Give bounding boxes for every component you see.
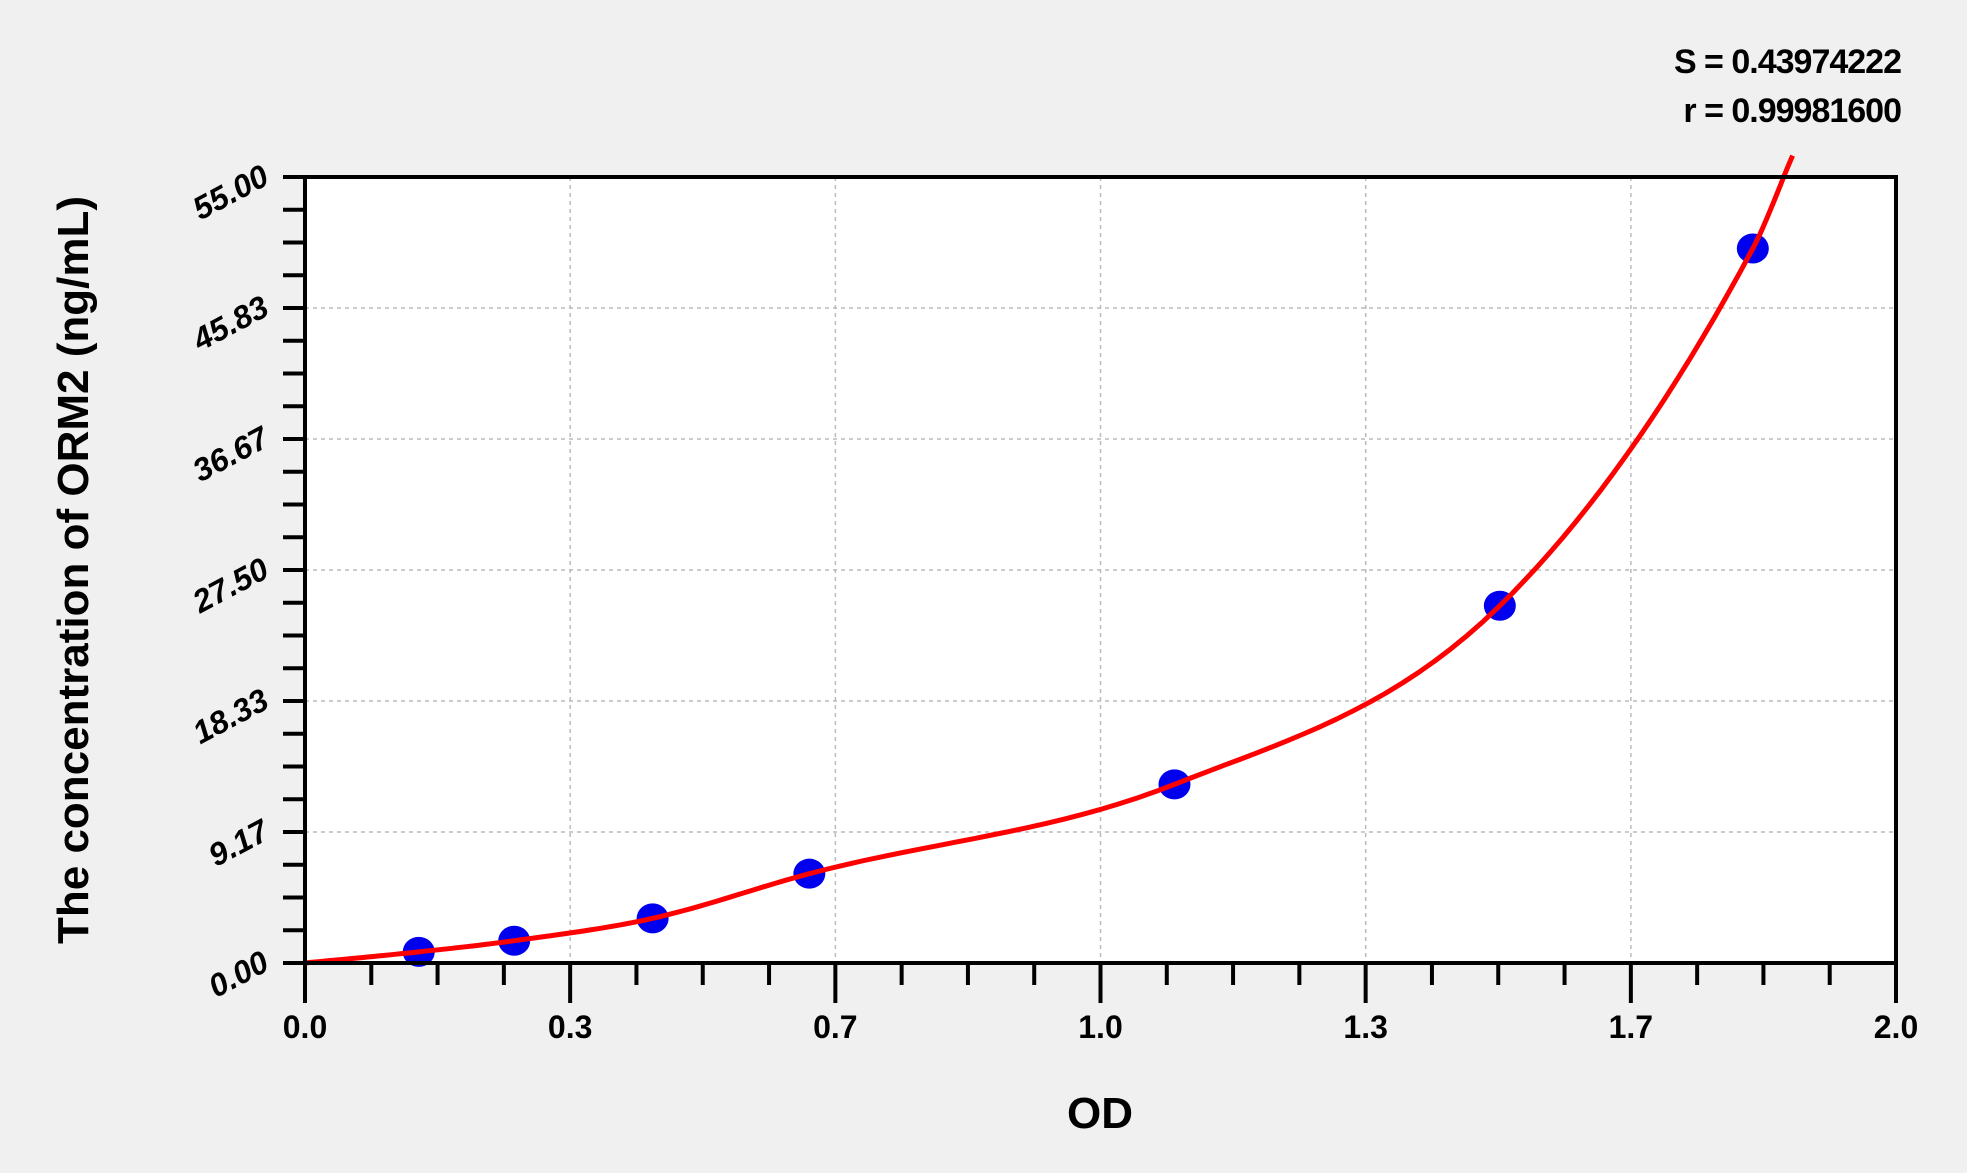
- x-tick-label: 1.7: [1609, 1009, 1653, 1045]
- x-tick-label: 0.7: [813, 1009, 857, 1045]
- x-tick-label: 0.0: [283, 1009, 327, 1045]
- grid: [305, 177, 1896, 963]
- y-tick-label: 55.00: [187, 157, 275, 226]
- fit-curve: [304, 154, 1795, 966]
- y-tick-label: 18.33: [187, 681, 275, 750]
- x-tick-label: 1.3: [1343, 1009, 1387, 1045]
- y-tick-label: 45.83: [186, 288, 275, 358]
- r-statistic: r = 0.99981600: [1683, 92, 1902, 130]
- y-tick-label: 27.50: [186, 550, 275, 620]
- x-tick-label: 1.0: [1078, 1009, 1122, 1045]
- fit-curve-group: [304, 154, 1795, 966]
- x-axis-title: OD: [1067, 1089, 1133, 1138]
- s-statistic: S = 0.43974222: [1673, 43, 1902, 81]
- y-tick-label: 0.00: [202, 943, 274, 1004]
- y-tick-label: 36.67: [187, 418, 277, 488]
- y-axis-title: The concentration of ORM2 (ng/mL): [49, 196, 98, 944]
- x-tick-label: 0.3: [548, 1009, 592, 1045]
- x-tick-label: 2.0: [1874, 1009, 1918, 1045]
- y-tick-label: 9.17: [202, 811, 276, 873]
